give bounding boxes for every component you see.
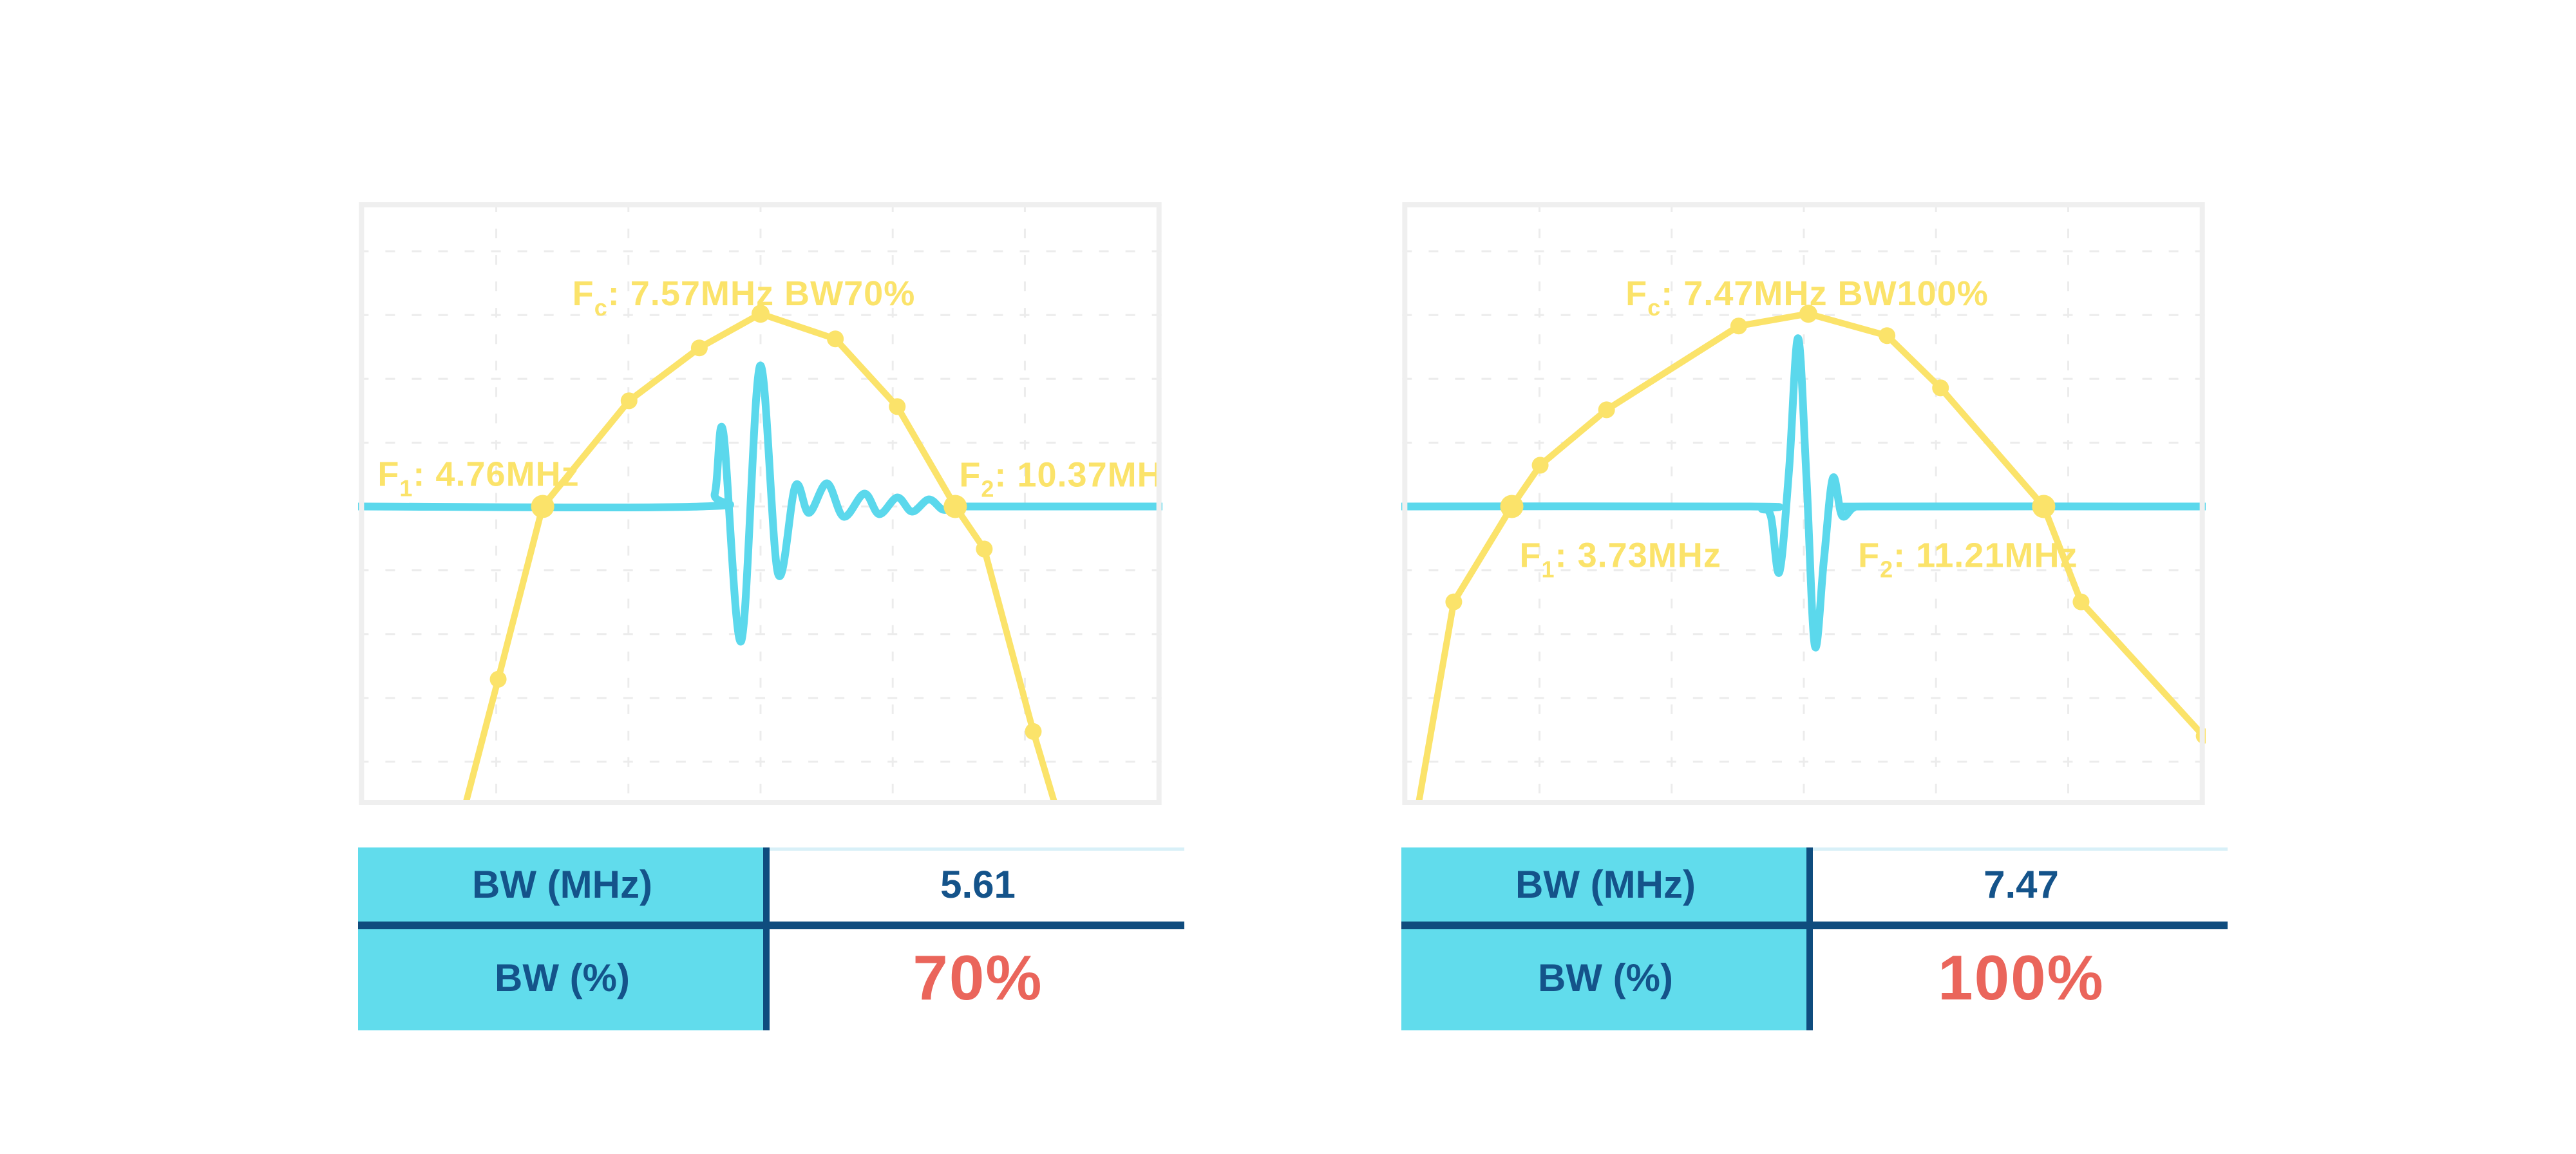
bw-pct-value: 70%	[913, 941, 1043, 1013]
center-frequency-label: Fc: 7.47MHz BW100%	[1625, 274, 1989, 321]
table-column-divider	[763, 847, 770, 1030]
table-top-rule	[770, 847, 1184, 851]
spectrum-curve	[462, 310, 1059, 805]
spectrum-marker	[1531, 457, 1549, 474]
spectrum-marker	[1730, 317, 1747, 335]
spectrum-marker	[489, 670, 507, 688]
f2-label: F2: 11.21MHz	[1858, 536, 2078, 583]
table-label-column	[1401, 847, 1810, 1030]
table-top-rule	[1813, 847, 2228, 851]
f1-label: F1: 4.76MHz	[377, 455, 579, 501]
bw-pct-label: BW (%)	[1538, 956, 1673, 999]
pulse-waveform	[358, 362, 1162, 645]
spectrum-marker	[751, 305, 770, 323]
spectrum-marker	[2032, 495, 2056, 518]
spectrum-marker	[690, 339, 708, 357]
table-row-divider	[1401, 922, 2228, 929]
table-column-divider	[1806, 847, 1813, 1030]
bw-mhz-value: 5.61	[940, 863, 1016, 906]
bw-pct-value: 100%	[1938, 941, 2105, 1013]
spectrum-marker	[620, 392, 638, 410]
spectrum-marker	[2072, 593, 2090, 610]
chart-bw70: Fc: 7.57MHz BW70% F1: 4.76MHz F2: 10.37MHz	[358, 202, 1162, 805]
spectrum-marker	[531, 495, 554, 518]
spectrum-marker	[889, 398, 906, 415]
f2-label: F2: 10.37MHz	[959, 455, 1162, 502]
bw-mhz-label: BW (MHz)	[1515, 863, 1696, 906]
bw-mhz-value: 7.47	[1984, 863, 2059, 906]
chart-bw100: Fc: 7.47MHz BW100% F1: 3.73MHz F2: 11.21MH…	[1401, 202, 2206, 805]
spectrum-marker	[1025, 723, 1042, 740]
spectrum-marker	[1932, 379, 1949, 397]
spectrum-marker	[1799, 305, 1818, 323]
spectrum-marker	[1445, 593, 1463, 610]
spectrum-curve	[1415, 310, 2206, 805]
table-label-column	[358, 847, 766, 1030]
table-row-divider	[358, 922, 1184, 929]
bw-pct-label: BW (%)	[495, 956, 630, 999]
spectrum-marker	[976, 540, 993, 558]
spectrum-marker	[1598, 401, 1615, 419]
spectrum-marker	[943, 495, 967, 518]
bandwidth-table-right: BW (MHz) BW (%) 7.47 100%	[1401, 847, 2228, 1030]
f1-label: F1: 3.73MHz	[1520, 536, 1721, 583]
spectrum-marker	[1500, 495, 1524, 518]
bw-mhz-label: BW (MHz)	[472, 863, 652, 906]
pulse-waveform	[1401, 334, 2206, 652]
spectrum-marker	[1879, 327, 1896, 345]
chart-frame	[1402, 202, 2205, 805]
center-frequency-label: Fc: 7.57MHz BW70%	[573, 274, 916, 321]
bandwidth-table-left: BW (MHz) BW (%) 5.61 70%	[358, 847, 1184, 1030]
spectrum-marker	[827, 330, 844, 348]
chart-frame	[359, 202, 1162, 805]
